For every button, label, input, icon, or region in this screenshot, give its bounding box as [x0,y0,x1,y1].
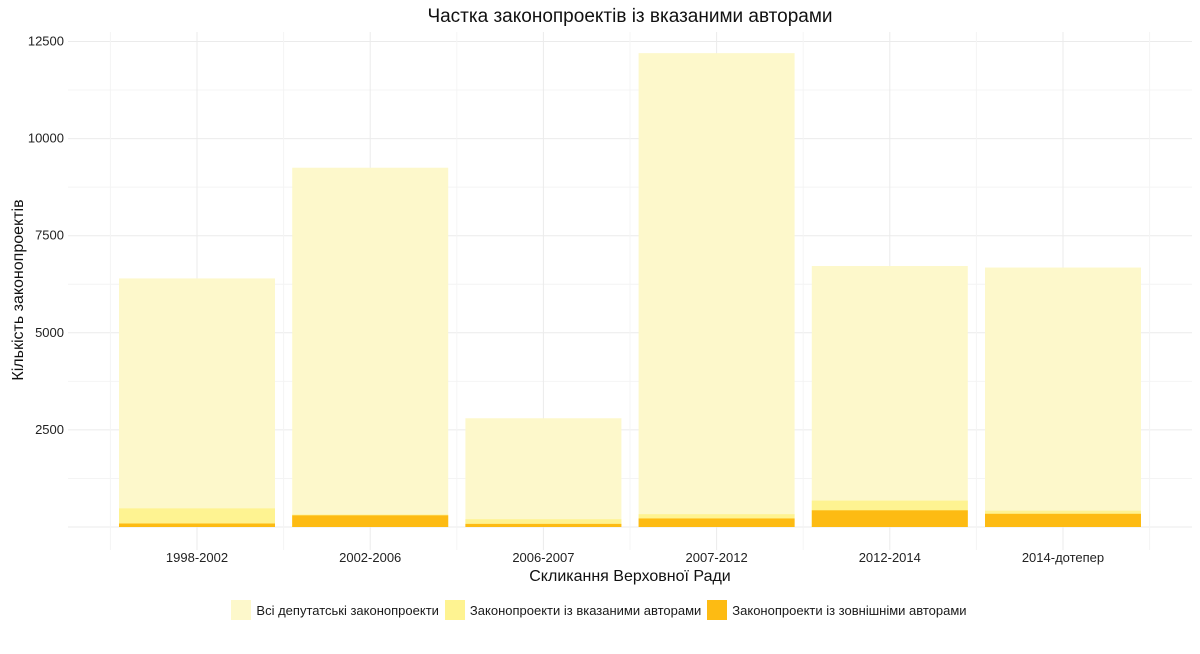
chart-title: Частка законопроектів із вказаними автор… [427,6,832,27]
bars [119,53,1141,528]
y-tick-label: 5000 [35,325,64,340]
y-tick-label: 10000 [28,131,64,146]
x-tick-label: 1998-2002 [166,550,228,565]
x-tick-label: 2012-2014 [859,550,921,565]
legend-swatch-all [231,600,252,620]
legend-label-external-authors: Законопроекти із зовнішніми авторами [732,602,967,618]
bar-1998-2002-series-1 [119,508,275,527]
y-tick-label: 2500 [35,422,64,437]
bar-2014-дотепер-series-2 [985,513,1141,527]
bar-2007-2012-series-0 [638,53,795,527]
legend: Всі депутатські законопроекти Законопрое… [0,600,1200,620]
legend-item-all: Всі депутатські законопроекти [231,600,439,620]
legend-label-all: Всі депутатські законопроекти [256,602,439,618]
bar-1998-2002-series-2 [119,523,275,527]
x-tick-label: 2014-дотепер [1022,550,1104,565]
bar-2006-2007-series-1 [465,519,622,527]
y-tick-label: 12500 [28,34,64,49]
legend-swatch-with-authors [444,600,465,620]
y-tick-label: 7500 [35,228,64,243]
legend-label-with-authors: Законопроекти із вказаними авторами [469,602,702,618]
y-axis-ticks: 2500 5000 7500 10000 12500 [28,34,64,437]
x-tick-label: 2007-2012 [686,550,748,565]
bar-2006-2007-series-0 [465,418,622,527]
bar-2002-2006-series-0 [292,167,449,528]
x-axis-label: Скликання Верховної Ради [529,568,730,585]
bar-2002-2006-series-2 [292,515,449,527]
x-axis-ticks: 1998-2002 2002-2006 2006-2007 2007-2012 2012… [166,550,1104,565]
y-axis-label: Кількість законопроектів [10,199,27,380]
legend-item-with-authors: Законопроекти із вказаними авторами [444,600,702,620]
bar-2012-2014-series-2 [811,510,968,527]
bar-2012-2014-series-0 [811,265,968,527]
bar-2014-дотепер-series-0 [985,267,1141,527]
x-tick-label: 2006-2007 [512,550,574,565]
x-tick-label: 2002-2006 [339,550,401,565]
legend-item-external-authors: Законопроекти із зовнішніми авторами [707,600,967,620]
bar-2006-2007-series-2 [465,523,622,527]
bar-2007-2012-series-2 [638,518,795,527]
bar-1998-2002-series-0 [119,278,275,527]
legend-swatch-external-authors [707,600,728,620]
